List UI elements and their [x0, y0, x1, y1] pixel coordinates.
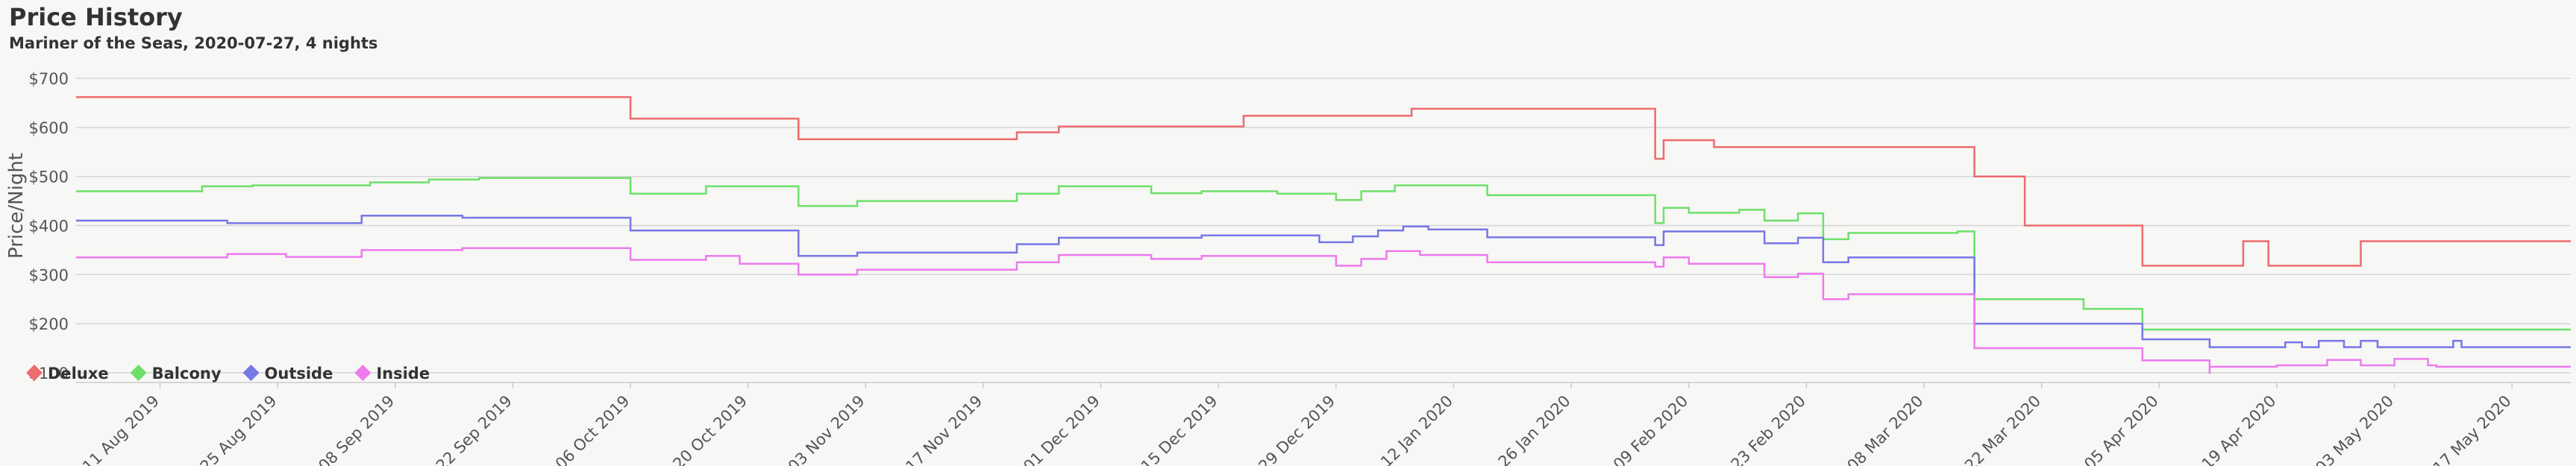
legend-marker-inside	[354, 365, 372, 381]
x-tick-label: 12 Jan 2020	[1377, 392, 1456, 466]
legend-marker-deluxe	[26, 365, 43, 381]
legend-label-balcony: Balcony	[152, 365, 222, 382]
series-lines	[76, 95, 2571, 374]
legend-label-inside: Inside	[376, 365, 430, 382]
x-tick-label: 01 Dec 2019	[1020, 392, 1103, 466]
x-tick-label: 08 Mar 2020	[1843, 392, 1926, 466]
legend-marker-outside	[242, 365, 260, 381]
series-line-balcony	[76, 177, 2571, 331]
x-tick-label: 15 Dec 2019	[1138, 392, 1221, 466]
x-tick-label: 20 Oct 2019	[670, 392, 751, 466]
legend-marker-balcony	[130, 365, 147, 381]
x-tick-label: 25 Aug 2019	[197, 392, 281, 466]
x-tick-label: 05 Apr 2020	[2081, 392, 2162, 466]
x-tick-label: 03 Nov 2019	[785, 392, 868, 466]
y-tick-label: $200	[29, 315, 69, 333]
y-tick-label: $700	[29, 70, 69, 88]
x-axis-ticks: 11 Aug 2019 25 Aug 2019 08 Sep 2019 22 Sep …	[79, 382, 2515, 466]
series-line-inside	[76, 247, 2571, 374]
chart-title: Price History	[9, 3, 183, 31]
series-line-deluxe	[76, 95, 2571, 267]
x-tick-label: 06 Oct 2019	[552, 392, 633, 466]
x-tick-label: 11 Aug 2019	[79, 392, 163, 466]
gridlines	[76, 78, 2571, 374]
x-tick-label: 29 Dec 2019	[1256, 392, 1339, 466]
x-tick-label: 23 Feb 2020	[1728, 392, 1809, 466]
x-tick-label: 17 Nov 2019	[902, 392, 985, 466]
y-tick-label: $400	[29, 218, 69, 236]
legend-label-deluxe: Deluxe	[48, 365, 109, 382]
legend: Deluxe Balcony Outside Inside	[26, 365, 430, 382]
y-axis-label: Price/Night	[5, 153, 28, 259]
y-tick-label: $600	[29, 119, 69, 137]
x-tick-label: 17 May 2020	[2430, 392, 2515, 466]
x-tick-label: 03 May 2020	[2312, 392, 2397, 466]
legend-label-outside: Outside	[265, 365, 333, 382]
x-tick-label: 09 Feb 2020	[1610, 392, 1691, 466]
x-tick-label: 26 Jan 2020	[1495, 392, 1574, 466]
series-line-outside	[76, 215, 2571, 348]
chart-subtitle: Mariner of the Seas, 2020-07-27, 4 night…	[9, 34, 378, 52]
x-tick-label: 22 Sep 2019	[433, 392, 515, 466]
x-tick-label: 19 Apr 2020	[2199, 392, 2280, 466]
x-tick-label: 22 Mar 2020	[1961, 392, 2044, 466]
y-tick-label: $500	[29, 169, 69, 186]
y-tick-label: $300	[29, 266, 69, 284]
x-tick-label: 08 Sep 2019	[315, 392, 398, 466]
y-axis-ticks: $100$200$300$400$500$600$700	[29, 70, 69, 382]
